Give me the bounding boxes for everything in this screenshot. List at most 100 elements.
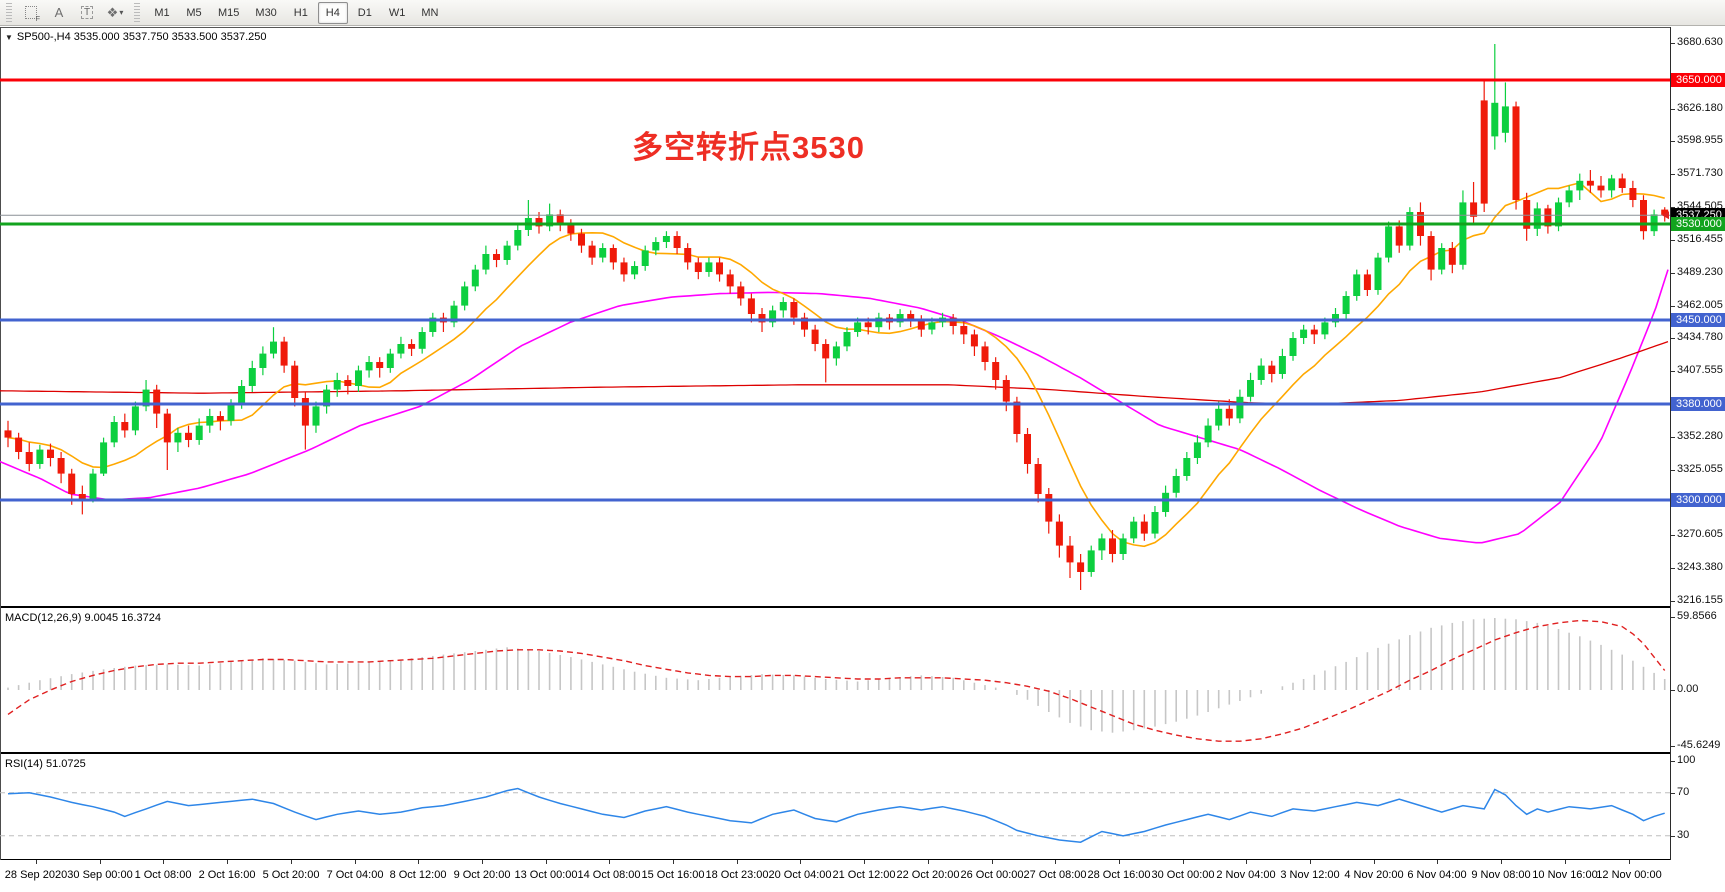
candle-body — [1555, 202, 1562, 227]
candle-body — [1629, 188, 1637, 200]
price-tick-label: 3571.730 — [1677, 167, 1723, 179]
time-tick-label: 10 Nov 16:00 — [1532, 869, 1598, 881]
candle-body — [110, 422, 118, 443]
cursor-mode-icon: ❖ — [106, 4, 119, 20]
text-box-icon-button[interactable]: T — [74, 2, 100, 24]
time-tick-mark — [1501, 860, 1502, 864]
timeframe-button-group: M1 M5 M15 M30 H1 H4 D1 W1 MN — [146, 1, 446, 24]
time-tick-mark — [1437, 860, 1438, 864]
time-tick-label: 8 Oct 12:00 — [389, 869, 447, 881]
timeframe-button-w1[interactable]: W1 — [382, 2, 413, 24]
candle-body — [652, 242, 660, 251]
rsi-tick-mark — [1671, 761, 1675, 762]
candle-body — [1597, 185, 1605, 191]
candle-body — [15, 437, 23, 452]
candle-body — [493, 254, 500, 260]
chart-symbol-header[interactable]: ▼ SP500-,H4 3535.000 3537.750 3533.500 35… — [5, 31, 266, 43]
candle-body — [981, 346, 989, 362]
time-tick-label: 6 Nov 04:00 — [1407, 869, 1467, 881]
time-tick-mark — [1119, 860, 1120, 864]
time-tick-label: 7 Oct 04:00 — [326, 869, 384, 881]
price-tick-label: 3489.230 — [1677, 266, 1723, 278]
candle-body — [1353, 274, 1361, 296]
candle-body — [47, 449, 54, 458]
rsi-indicator-panel[interactable] — [0, 754, 1670, 859]
ma-magenta-line[interactable] — [0, 269, 1669, 544]
rsi-line[interactable] — [7, 787, 1665, 843]
candle-body — [801, 317, 808, 330]
time-tick-label: 21 Oct 12:00 — [832, 869, 896, 881]
candle-body — [216, 416, 224, 421]
candle-body — [78, 494, 86, 500]
price-tick-mark — [1671, 535, 1675, 536]
candle-body — [1661, 209, 1669, 216]
timeframe-button-mn[interactable]: MN — [414, 2, 445, 24]
candle-body — [471, 269, 479, 287]
candle-body — [1395, 226, 1403, 246]
candle-body — [1491, 102, 1499, 137]
timeframe-button-h4[interactable]: H4 — [317, 1, 348, 24]
macd-panel-separator[interactable] — [0, 606, 1725, 608]
templates-grid-icon: F — [25, 6, 40, 23]
timeframe-button-m15[interactable]: M15 — [211, 2, 246, 24]
chart-top-border — [0, 27, 1725, 28]
templates-grid-icon-button[interactable]: F — [18, 2, 44, 24]
time-tick-label: 1 Oct 08:00 — [134, 869, 192, 881]
macd-label: MACD(12,26,9) 9.0045 16.3724 — [5, 612, 161, 624]
candle-body — [992, 362, 1000, 380]
time-tick-label: 12 Nov 00:00 — [1596, 869, 1662, 881]
candle-body — [1406, 212, 1414, 246]
time-tick-label: 4 Nov 20:00 — [1344, 869, 1404, 881]
candle-body — [1066, 545, 1074, 563]
timeframe-button-h1[interactable]: H1 — [286, 2, 316, 24]
candle-body — [259, 353, 267, 368]
candle-body — [227, 404, 235, 421]
macd-signal-line[interactable] — [7, 619, 1666, 742]
pivot-annotation-text[interactable]: 多空转折点3530 — [632, 130, 865, 165]
main-price-chart[interactable] — [0, 28, 1670, 606]
timeframe-button-d1[interactable]: D1 — [350, 2, 380, 24]
timeframe-button-m1[interactable]: M1 — [147, 2, 177, 24]
price-axis[interactable]: 3680.630 3626.180 3598.955 3571.730 3544.505… — [1670, 27, 1725, 873]
macd-indicator-panel[interactable] — [0, 608, 1670, 752]
time-tick-mark — [1183, 860, 1184, 864]
rsi-panel-separator[interactable] — [0, 752, 1725, 754]
text-label-icon-button[interactable]: A — [46, 2, 72, 24]
candle-body — [875, 317, 883, 328]
timeframe-button-m5[interactable]: M5 — [179, 2, 209, 24]
candle-body — [970, 334, 978, 347]
ma-orange-line[interactable] — [7, 182, 1665, 548]
candle-body — [153, 389, 161, 414]
candle-body — [57, 458, 65, 474]
price-tick-label: 3516.455 — [1677, 233, 1723, 245]
timeframe-button-m30[interactable]: M30 — [248, 2, 283, 24]
toolbar-grip[interactable] — [6, 2, 12, 23]
candle-body — [1024, 434, 1031, 464]
candle-body — [535, 218, 543, 227]
time-tick-label: 9 Nov 08:00 — [1471, 869, 1531, 881]
time-axis[interactable]: 28 Sep 2020 30 Sep 00:00 1 Oct 08:00 2 Oct … — [0, 860, 1725, 892]
candle-body — [418, 332, 426, 349]
price-tick-mark — [1671, 174, 1675, 175]
candle-body — [461, 286, 469, 306]
rsi-tick-label: 30 — [1677, 829, 1690, 841]
toolbar-grip-2[interactable] — [134, 2, 140, 23]
candle-body — [684, 248, 692, 263]
candle-body — [4, 430, 12, 438]
price-level-badge: 3450.000 — [1671, 313, 1725, 327]
cursor-mode-icon-button[interactable]: ❖ ▾ — [102, 2, 128, 24]
candle-body — [779, 302, 787, 311]
time-tick-mark — [418, 860, 419, 864]
candle-body — [1045, 494, 1053, 522]
rsi-label: RSI(14) 51.0725 — [5, 758, 86, 770]
price-tick-mark — [1671, 568, 1675, 569]
candle-body — [89, 473, 97, 500]
symbol-dropdown-icon[interactable]: ▼ — [5, 33, 13, 42]
candle-body — [726, 274, 734, 287]
candle-body — [1215, 408, 1223, 426]
candle-body — [1586, 180, 1594, 186]
candle-body — [1618, 178, 1626, 188]
candle-body — [1013, 401, 1021, 434]
candle-body — [631, 266, 639, 275]
price-tick-mark — [1671, 207, 1675, 208]
